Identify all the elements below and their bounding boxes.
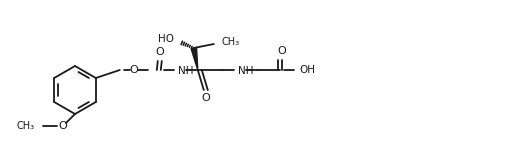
Text: O: O (277, 46, 286, 56)
Text: O: O (155, 47, 164, 57)
Text: O: O (59, 121, 67, 131)
Text: HO: HO (158, 34, 173, 44)
Text: CH₃: CH₃ (221, 37, 239, 47)
Text: OH: OH (299, 65, 315, 75)
Text: CH₃: CH₃ (17, 121, 35, 131)
Text: O: O (129, 65, 138, 75)
Text: O: O (201, 93, 210, 103)
Polygon shape (191, 48, 197, 70)
Text: NH: NH (177, 66, 193, 76)
Text: NH: NH (237, 66, 253, 76)
